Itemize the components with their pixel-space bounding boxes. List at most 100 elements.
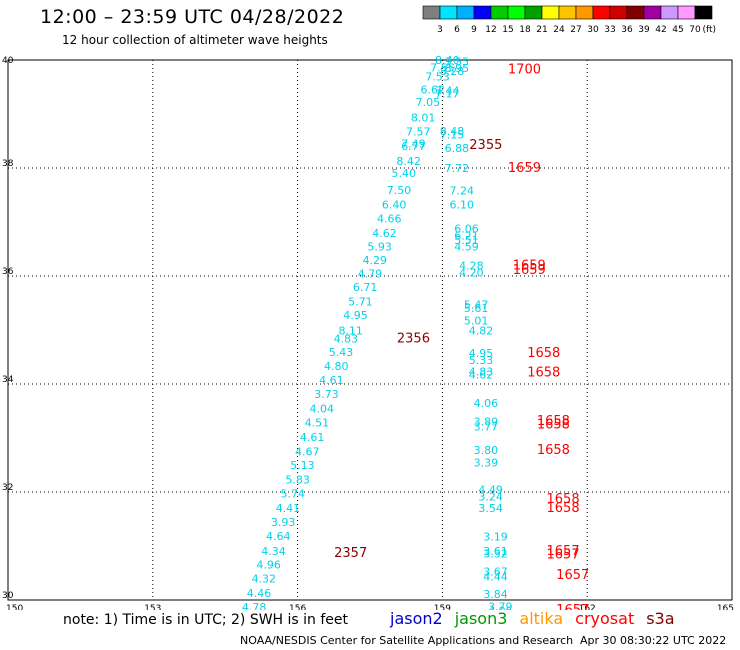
wave-height-label: 4.06 bbox=[474, 397, 499, 410]
colorbar-tick-label: 42 bbox=[655, 25, 666, 35]
colorbar-tick-label: 21 bbox=[536, 25, 547, 35]
wave-height-label: 4.78 bbox=[242, 601, 267, 610]
wave-height-label: 4.34 bbox=[261, 545, 286, 558]
wave-height-label: 3.32 bbox=[483, 547, 508, 560]
wave-height-label: 4.83 bbox=[334, 332, 359, 345]
colorbar-tick-label: 6 bbox=[454, 25, 460, 35]
wave-height-label: 4.62 bbox=[372, 227, 397, 240]
wave-height-label: 3.54 bbox=[478, 502, 503, 515]
wave-height-label: 4.80 bbox=[324, 360, 349, 373]
wave-height-label: 4.61 bbox=[300, 431, 325, 444]
wave-height-label: 6.88 bbox=[445, 142, 470, 155]
colorbar-unit: (ft) bbox=[702, 25, 716, 35]
wave-height-label: 6.06 bbox=[454, 222, 479, 235]
wave-height-label: 5.83 bbox=[285, 473, 310, 486]
wave-height-label: 8.95 bbox=[445, 62, 470, 75]
wave-height-label: 3.89 bbox=[474, 416, 499, 429]
pass-time-label: 1658 bbox=[527, 365, 560, 380]
wave-height-label: 3.79 bbox=[488, 600, 513, 610]
colorbar-tick-label: 9 bbox=[471, 25, 477, 35]
wave-height-label: 5.93 bbox=[367, 241, 392, 254]
wave-height-label: 3.84 bbox=[483, 588, 508, 601]
wave-height-label: 3.80 bbox=[474, 444, 499, 457]
satellite-legend-jason3: jason3 bbox=[454, 609, 508, 628]
wave-height-label: 4.66 bbox=[377, 213, 402, 226]
wave-height-label: 5.33 bbox=[469, 354, 494, 367]
wave-height-label: 8.48 bbox=[440, 125, 465, 138]
wave-height-label: 3.24 bbox=[478, 491, 503, 504]
wave-height-label: 5.40 bbox=[392, 167, 417, 180]
wave-height-label: 4.95 bbox=[343, 309, 368, 322]
y-tick-label: 32 bbox=[2, 483, 13, 493]
pass-time-label: 1658 bbox=[547, 501, 580, 516]
colorbar-tick-label: 18 bbox=[519, 25, 531, 35]
satellite-legend-s3a: s3a bbox=[646, 609, 675, 628]
wave-height-label: 5.47 bbox=[464, 298, 489, 311]
wave-height-label: 4.67 bbox=[295, 445, 320, 458]
colorbar-swatch bbox=[694, 5, 713, 20]
colorbar-tick-label: 15 bbox=[502, 25, 513, 35]
y-tick-label: 36 bbox=[2, 267, 14, 277]
wave-height-label: 7.50 bbox=[387, 184, 412, 197]
pass-time-label: 1658 bbox=[527, 346, 560, 361]
wave-height-label: 7.57 bbox=[406, 126, 431, 139]
wave-height-label: 8.11 bbox=[338, 324, 363, 337]
wave-height-label: 5.74 bbox=[281, 487, 306, 500]
wave-height-label: 7.15 bbox=[440, 128, 465, 141]
wave-height-label: 6.62 bbox=[420, 83, 445, 96]
wave-height-label: 4.61 bbox=[319, 374, 344, 387]
pass-time-label: 1659 bbox=[508, 161, 541, 176]
plot-frame bbox=[7, 59, 733, 601]
wave-height-label: 5.13 bbox=[290, 459, 315, 472]
wave-height-label: 4.29 bbox=[363, 254, 388, 267]
y-tick-label: 40 bbox=[2, 56, 14, 66]
wave-height-label: 7.17 bbox=[435, 87, 460, 100]
satellite-legend: jason2 jason3 altika cryosat s3a bbox=[390, 609, 687, 628]
wave-height-label: 4.62 bbox=[469, 369, 494, 382]
satellite-legend-altika: altika bbox=[519, 609, 564, 628]
colorbar-tick-label: 27 bbox=[570, 25, 581, 35]
colorbar-tick-label: 12 bbox=[485, 25, 496, 35]
wave-height-label: 6.77 bbox=[401, 140, 426, 153]
wave-height-label: 5.51 bbox=[454, 234, 479, 247]
wave-height-label: 7.05 bbox=[416, 96, 441, 109]
colorbar-tick-label: 45 bbox=[672, 25, 683, 35]
colorbar-tick-label: 39 bbox=[638, 25, 650, 35]
pass-time-label: 1658 bbox=[547, 492, 580, 507]
wave-height-label: 7.44 bbox=[435, 85, 460, 98]
pass-time-label: 1658 bbox=[537, 414, 570, 429]
wave-height-label: 7.53 bbox=[425, 71, 450, 84]
wave-height-label: 6.21 bbox=[454, 229, 479, 242]
wave-height-label: 7.49 bbox=[401, 137, 426, 150]
x-tick-label: 162 bbox=[579, 604, 596, 610]
satellite-legend-jason2: jason2 bbox=[390, 609, 443, 628]
x-tick-label: 150 bbox=[6, 604, 23, 610]
footer-timestamp: Apr 30 08:30:22 UTC 2022 bbox=[580, 634, 727, 647]
wave-height-label: 7.55 bbox=[445, 55, 470, 68]
wave-height-label: 4.51 bbox=[305, 417, 330, 430]
footer-credit: NOAA/NESDIS Center for Satellite Applica… bbox=[240, 634, 574, 647]
satellite-legend-cryosat: cryosat bbox=[575, 609, 635, 628]
wave-height-label: 8.01 bbox=[411, 112, 436, 125]
pass-time-label: 1658 bbox=[537, 443, 570, 458]
wave-height-label: 6.10 bbox=[449, 199, 474, 212]
wave-height-label: 4.28 bbox=[459, 260, 484, 273]
wave-height-label: 4.49 bbox=[478, 484, 503, 497]
pass-time-label: 1658 bbox=[537, 417, 570, 432]
wave-height-label: 4.32 bbox=[252, 573, 277, 586]
wave-height-label: 3.61 bbox=[483, 545, 508, 558]
wave-height-label: 7.55 bbox=[430, 61, 455, 74]
colorbar-tick-label: 30 bbox=[587, 25, 599, 35]
wave-height-label: 4.46 bbox=[247, 587, 272, 600]
wave-height-label: 4.20 bbox=[459, 267, 484, 280]
wave-height-label: 4.59 bbox=[454, 241, 479, 254]
wave-height-label: 5.01 bbox=[464, 315, 489, 328]
wave-height-label: 8.42 bbox=[396, 155, 421, 168]
wave-height-label: 4.06 bbox=[488, 605, 513, 610]
wave-height-label: 8.28 bbox=[440, 65, 465, 78]
wave-height-label: 7.72 bbox=[445, 162, 470, 175]
y-tick-label: 30 bbox=[2, 591, 14, 601]
pass-time-label: 1657 bbox=[556, 603, 589, 610]
wave-height-label: 7.24 bbox=[449, 184, 474, 197]
